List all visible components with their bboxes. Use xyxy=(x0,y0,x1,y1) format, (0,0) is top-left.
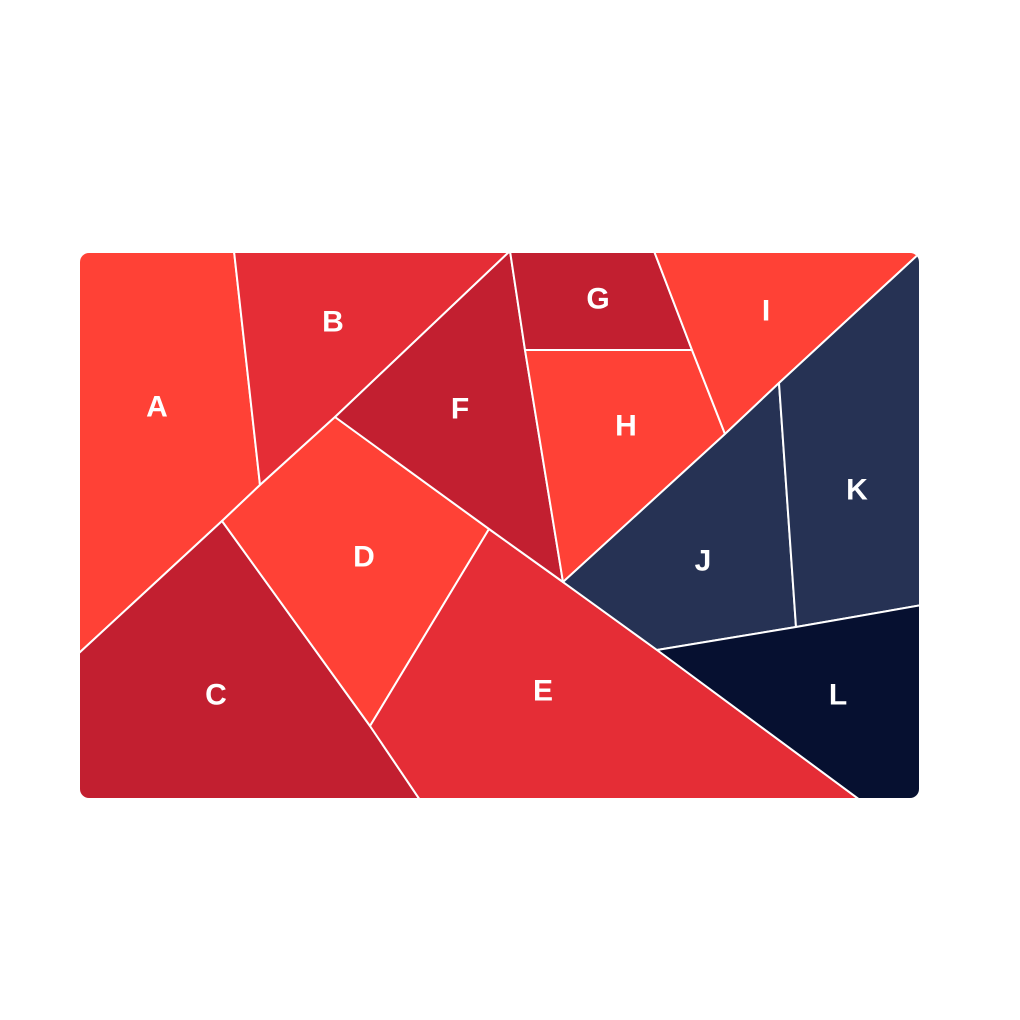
region-l-label: L xyxy=(829,679,847,712)
region-k xyxy=(778,253,919,628)
region-l-shape xyxy=(656,604,919,798)
region-a-label: A xyxy=(146,391,168,424)
region-c-label: C xyxy=(205,679,227,712)
region-b-label: B xyxy=(322,306,344,339)
region-e-label: E xyxy=(533,675,553,708)
region-g-label: G xyxy=(586,283,609,316)
region-j-label: J xyxy=(695,545,712,578)
region-d-label: D xyxy=(353,541,375,574)
region-i-label: I xyxy=(762,295,770,328)
region-k-shape xyxy=(778,253,919,628)
region-f-label: F xyxy=(451,393,469,426)
label-group: A B C D E F G H I J K L xyxy=(146,283,868,712)
region-k-label: K xyxy=(846,474,868,507)
region-h-label: H xyxy=(615,410,637,443)
region-group xyxy=(80,253,919,798)
region-l xyxy=(656,604,919,798)
